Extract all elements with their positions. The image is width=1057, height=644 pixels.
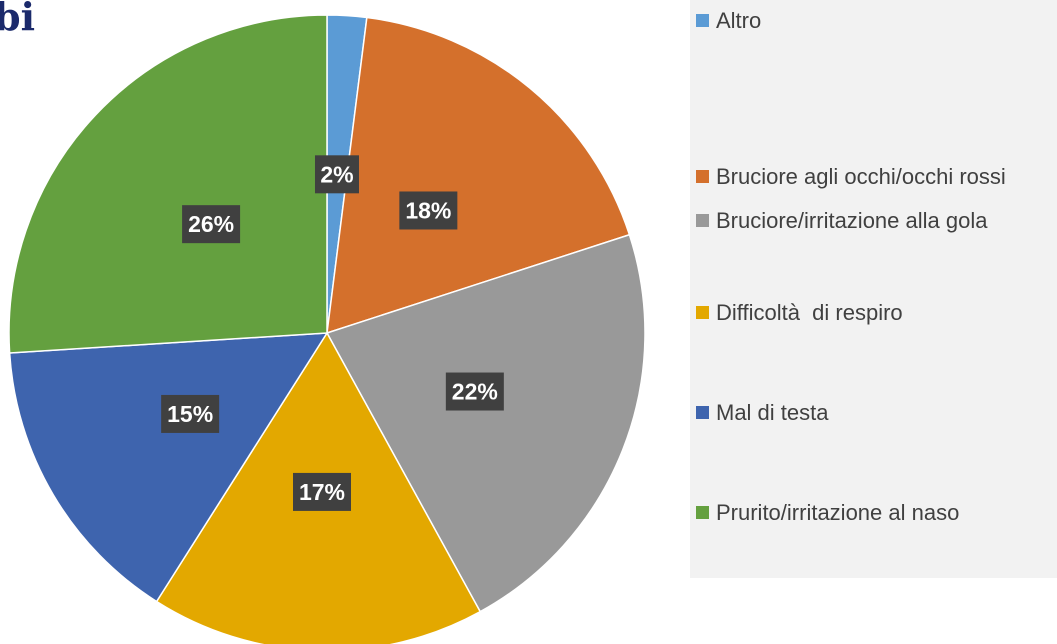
legend-label: Difficoltà di respiro <box>716 300 903 325</box>
legend-swatch <box>696 506 709 519</box>
legend-item: Prurito/irritazione al naso <box>696 495 1036 530</box>
pie-slice <box>326 16 631 335</box>
legend-item: Difficoltà di respiro <box>696 295 1036 330</box>
legend: Altro Bruciore agli occhi/occhi rossi Bruc… <box>690 0 1057 578</box>
label-box <box>182 205 241 244</box>
data-label: 15% <box>167 401 213 427</box>
legend-item: Mal di testa <box>696 395 1036 430</box>
legend-swatch <box>696 214 709 227</box>
legend-swatch <box>696 306 709 319</box>
label-box <box>161 394 220 433</box>
chart-title: bi <box>0 0 35 39</box>
label-box <box>293 472 352 511</box>
legend-label: Altro <box>716 8 762 33</box>
legend-swatch <box>696 170 709 183</box>
pie-slice <box>8 332 329 603</box>
label-box <box>399 191 458 230</box>
legend-label: Bruciore agli occhi/occhi rossi <box>716 164 1006 189</box>
data-label: 18% <box>405 197 451 223</box>
legend-label: Prurito/irritazione al naso <box>716 500 960 525</box>
pie-area: bi 2% 18% 22% 17% 15% 26% <box>0 0 646 644</box>
legend-item: Altro <box>696 3 1036 38</box>
legend-swatch <box>696 406 709 419</box>
data-label: 17% <box>299 479 345 505</box>
data-label: 26% <box>188 211 234 237</box>
legend-swatch <box>696 14 709 27</box>
data-label: 2% <box>320 161 353 187</box>
pie-slice <box>8 14 328 354</box>
legend-label: Mal di testa <box>716 400 829 425</box>
data-label: 22% <box>452 379 498 405</box>
label-box <box>445 372 504 411</box>
label-box <box>314 155 359 194</box>
legend-item: Bruciore/irritazione alla gola <box>696 203 1036 238</box>
pie-slice <box>325 233 646 613</box>
legend-item: Bruciore agli occhi/occhi rossi <box>696 159 1036 194</box>
legend-label: Bruciore/irritazione alla gola <box>716 208 988 233</box>
